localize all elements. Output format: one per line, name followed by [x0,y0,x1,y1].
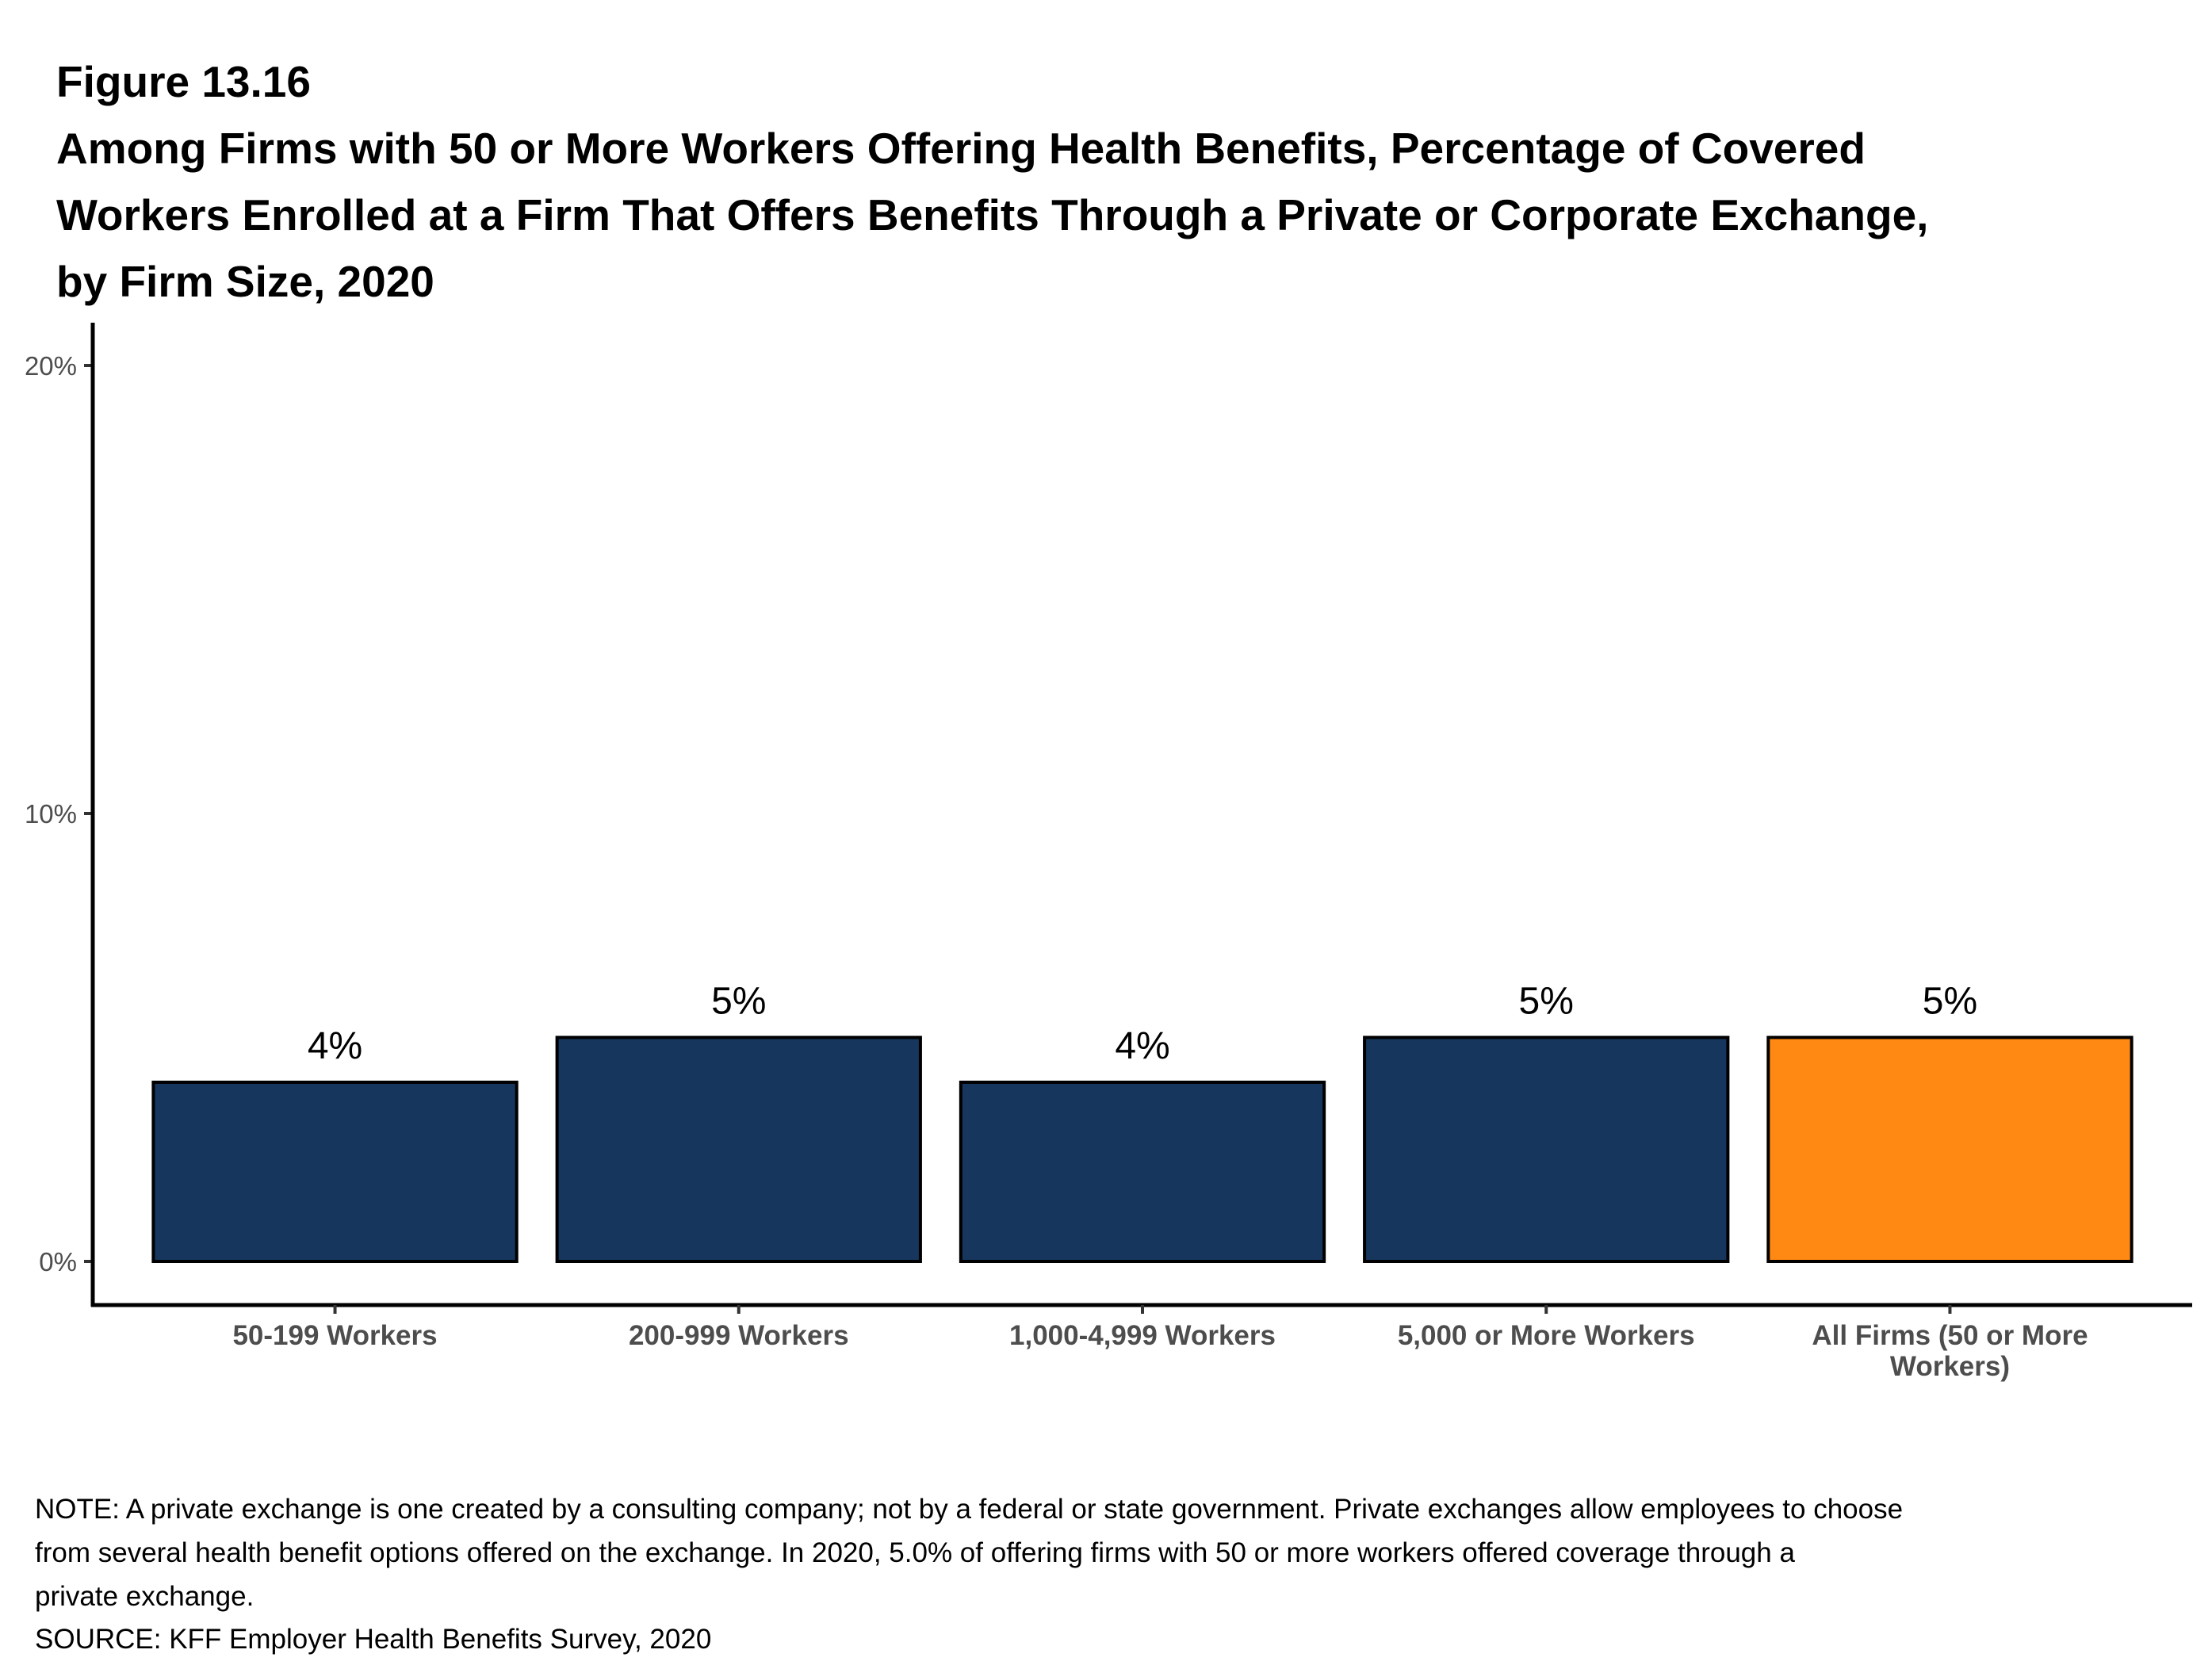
source-line: SOURCE: KFF Employer Health Benefits Sur… [35,1624,712,1655]
y-tick-label: 20% [25,351,77,381]
bar [1766,1035,2134,1263]
bar [151,1081,519,1263]
chart-title-line-2: Workers Enrolled at a Firm That Offers B… [56,190,1929,239]
bar [555,1035,922,1263]
data-label: 5% [1519,981,1574,1023]
data-label: 4% [308,1025,362,1067]
y-tick-label: 10% [25,799,77,829]
figure-label: Figure 13.16 [56,57,311,106]
y-axis: 0% 10% 20% [25,323,95,1307]
x-axis: 50-199 Workers 200-999 Workers 1,000-4,999… [91,1303,2192,1382]
x-tick-label: Workers) [1890,1351,2010,1382]
bar-chart: 0% 10% 20% 4% 5% 4% 5% 5% 50-199 Workers 200-99… [25,323,2192,1382]
data-label: 5% [1923,981,1977,1023]
x-tick-label: 200-999 Workers [629,1320,849,1351]
note-line-3: private exchange. [35,1581,254,1612]
data-label: 4% [1115,1025,1169,1067]
bars: 4% 5% 4% 5% 5% [151,981,2134,1263]
note-line-1: NOTE: A private exchange is one created … [35,1494,1904,1525]
chart-title-line-1: Among Firms with 50 or More Workers Offe… [56,124,1866,173]
y-tick-label: 0% [39,1247,77,1276]
bar [1363,1035,1730,1263]
bar [959,1081,1326,1263]
data-label: 5% [711,981,766,1023]
x-tick-label: 50-199 Workers [232,1320,437,1351]
x-tick-label: 1,000-4,999 Workers [1009,1320,1276,1351]
x-tick-label: 5,000 or More Workers [1398,1320,1695,1351]
chart-title-line-3: by Firm Size, 2020 [56,257,434,306]
note-line-2: from several health benefit options offe… [35,1537,1795,1568]
x-tick-label: All Firms (50 or More [1812,1320,2088,1351]
